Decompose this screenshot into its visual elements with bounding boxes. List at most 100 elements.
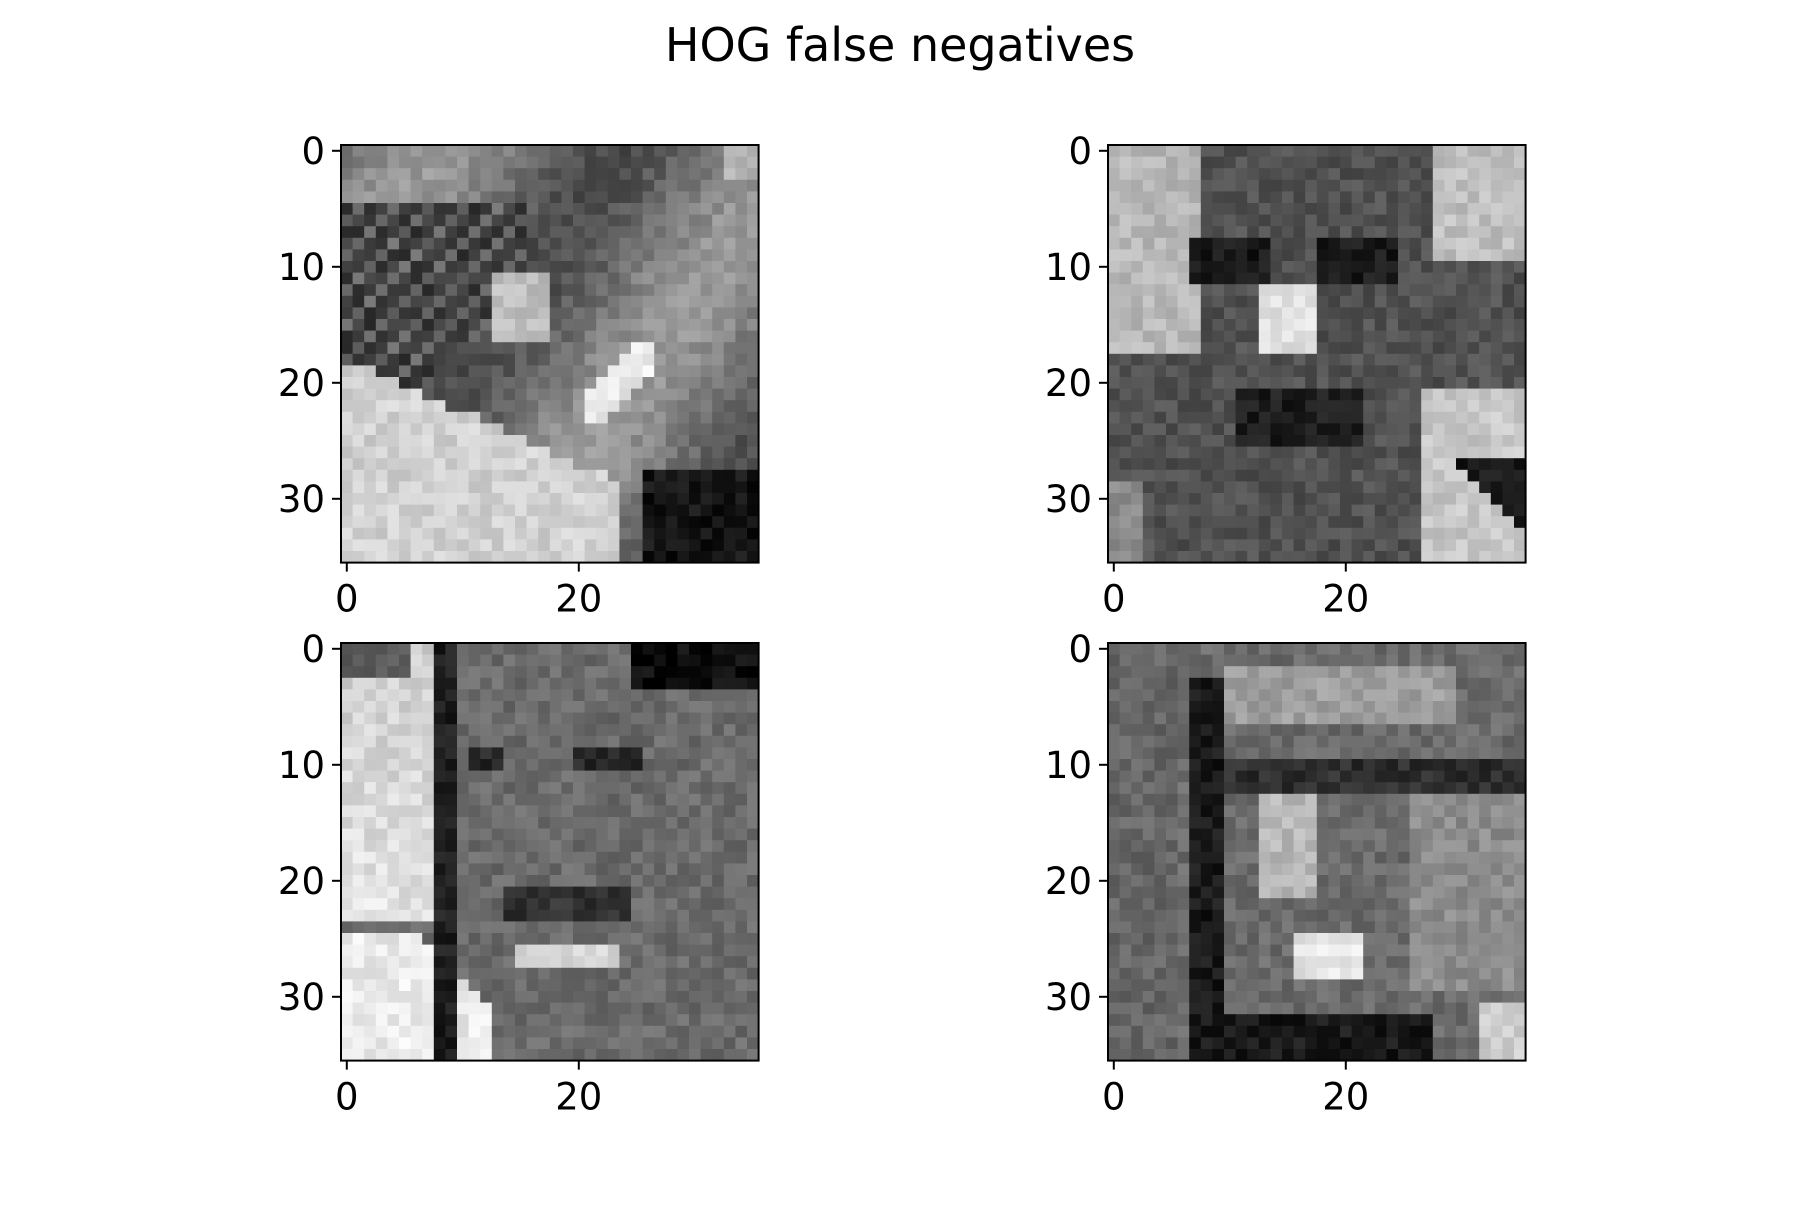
pixel [492, 991, 504, 1003]
pixel [341, 829, 353, 841]
pixel [492, 516, 504, 528]
pixel [376, 261, 388, 273]
image-bottom-left [341, 643, 759, 1061]
pixel [724, 203, 736, 215]
pixel [1154, 945, 1166, 957]
pixel [1363, 481, 1375, 493]
pixel [469, 921, 481, 933]
pixel [364, 979, 376, 991]
pixel [1421, 168, 1433, 180]
pixel [724, 423, 736, 435]
pixel [469, 493, 481, 505]
pixel [573, 643, 585, 655]
pixel [376, 898, 388, 910]
pixel [527, 724, 539, 736]
pixel [1120, 771, 1132, 783]
pixel [1317, 493, 1329, 505]
pixel [469, 273, 481, 285]
pixel [1352, 458, 1364, 470]
pixel [1468, 945, 1480, 957]
pixel [1328, 331, 1340, 343]
pixel [1282, 852, 1294, 864]
pixel [1433, 539, 1445, 551]
pixel [666, 805, 678, 817]
pixel [677, 991, 689, 1003]
pixel [515, 724, 527, 736]
pixel [550, 933, 562, 945]
pixel [1166, 458, 1178, 470]
pixel [643, 505, 655, 517]
pixel [1444, 736, 1456, 748]
pixel [712, 817, 724, 829]
pixel [515, 863, 527, 875]
pixel [689, 157, 701, 169]
pixel [411, 157, 423, 169]
pixel [1398, 481, 1410, 493]
pixel [1189, 678, 1201, 690]
pixel [550, 319, 562, 331]
pixel [1178, 887, 1190, 899]
pixel [724, 331, 736, 343]
pixel [1282, 933, 1294, 945]
pixel [1212, 852, 1224, 864]
pixel [1131, 678, 1143, 690]
pixel [1421, 887, 1433, 899]
pixel [1143, 898, 1155, 910]
pixel [1224, 400, 1236, 412]
pixel [503, 852, 515, 864]
pixel [654, 505, 666, 517]
y-tick-label: 0 [1068, 130, 1092, 173]
pixel [538, 968, 550, 980]
pixel [492, 389, 504, 401]
pixel [1259, 400, 1271, 412]
pixel [353, 771, 365, 783]
pixel [573, 203, 585, 215]
pixel [1386, 724, 1398, 736]
pixel [1247, 794, 1259, 806]
pixel [422, 307, 434, 319]
pixel [1212, 505, 1224, 517]
pixel [724, 296, 736, 308]
pixel [643, 736, 655, 748]
pixel [492, 666, 504, 678]
pixel [1514, 307, 1526, 319]
pixel [1410, 551, 1422, 563]
pixel [1363, 724, 1375, 736]
pixel [1468, 447, 1480, 459]
pixel [538, 203, 550, 215]
pixel [1421, 678, 1433, 690]
pixel [596, 1037, 608, 1049]
pixel [1189, 782, 1201, 794]
pixel [1143, 447, 1155, 459]
pixel [515, 319, 527, 331]
pixel [445, 921, 457, 933]
pixel [1386, 354, 1398, 366]
pixel [515, 400, 527, 412]
pixel [1468, 759, 1480, 771]
pixel [1143, 921, 1155, 933]
pixel [631, 887, 643, 899]
pixel [724, 759, 736, 771]
pixel [712, 933, 724, 945]
pixel [1247, 481, 1259, 493]
pixel [353, 331, 365, 343]
pixel [1340, 863, 1352, 875]
pixel [1386, 226, 1398, 238]
pixel [399, 759, 411, 771]
pixel [1328, 945, 1340, 957]
pixel [538, 423, 550, 435]
pixel [527, 365, 539, 377]
pixel [677, 805, 689, 817]
pixel [1340, 157, 1352, 169]
pixel [503, 481, 515, 493]
pixel [561, 875, 573, 887]
pixel [643, 435, 655, 447]
pixel [701, 319, 713, 331]
pixel [515, 226, 527, 238]
pixel [1340, 829, 1352, 841]
pixel [1131, 365, 1143, 377]
pixel [1154, 145, 1166, 157]
pixel [724, 968, 736, 980]
pixel [1120, 863, 1132, 875]
